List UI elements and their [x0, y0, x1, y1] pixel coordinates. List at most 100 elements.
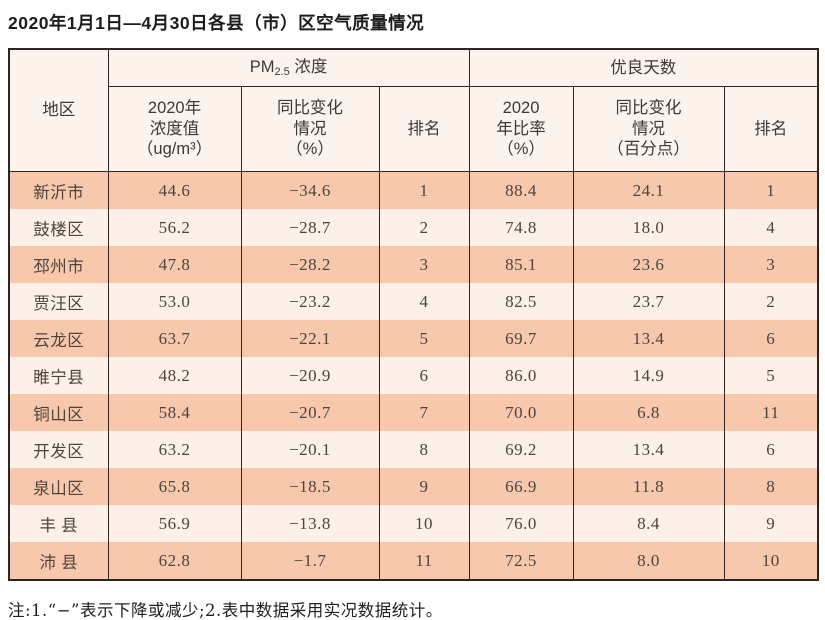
- pm-rank-cell: 2: [378, 209, 470, 246]
- table-row: 云龙区 63.7 −22.1 5 69.7 13.4 6: [8, 320, 819, 357]
- pm-value-cell: 56.9: [107, 505, 242, 542]
- pm-rank-cell: 6: [378, 357, 470, 394]
- pm-change-cell: −20.7: [240, 394, 380, 431]
- region-cell: 睢宁县: [8, 357, 109, 394]
- days-change-cell: 23.7: [572, 283, 725, 320]
- days-change-cell: 23.6: [572, 246, 725, 283]
- pm-change-cell: −18.5: [240, 468, 380, 505]
- days-rank-cell: 5: [723, 357, 819, 394]
- region-cell: 沛 县: [8, 542, 109, 580]
- days-rank-cell: 3: [723, 246, 819, 283]
- pm-change-cell: −20.9: [240, 357, 380, 394]
- days-rate-cell: 69.7: [468, 320, 574, 357]
- pm-rank-cell: 4: [378, 283, 470, 320]
- pm25-suffix: 浓度: [289, 57, 328, 76]
- page-title: 2020年1月1日—4月30日各县（市）区空气质量情况: [8, 13, 425, 33]
- days-rate-cell: 74.8: [468, 209, 574, 246]
- pm-value-cell: 47.8: [107, 246, 242, 283]
- table-row: 泉山区 65.8 −18.5 9 66.9 11.8 8: [8, 468, 819, 505]
- pm-rank-cell: 11: [378, 542, 470, 580]
- pm-rank-cell: 10: [378, 505, 470, 542]
- column-header-days-change: 同比变化 情况 （百分点）: [572, 86, 725, 172]
- table-row: 贾汪区 53.0 −23.2 4 82.5 23.7 2: [8, 283, 819, 320]
- air-quality-table: 地区 PM2.5 浓度 优良天数 2020年 浓度值 （ug/m³） 同比变化 …: [8, 48, 820, 581]
- column-header-pm-rank: 排名: [378, 86, 470, 172]
- days-rank-cell: 9: [723, 505, 819, 542]
- pm-change-cell: −28.7: [240, 209, 380, 246]
- table-row: 沛 县 62.8 −1.7 11 72.5 8.0 10: [8, 542, 819, 580]
- days-change-cell: 18.0: [572, 209, 725, 246]
- table-row: 邳州市 47.8 −28.2 3 85.1 23.6 3: [8, 246, 819, 283]
- days-rate-cell: 86.0: [468, 357, 574, 394]
- region-cell: 鼓楼区: [8, 209, 109, 246]
- pm-value-cell: 44.6: [107, 171, 242, 209]
- column-header-days-rank: 排名: [723, 86, 819, 172]
- pm-value-cell: 65.8: [107, 468, 242, 505]
- table-sub-header-row: 2020年 浓度值 （ug/m³） 同比变化 情况 （%） 排名 2020 年比…: [9, 86, 819, 172]
- pm-rank-cell: 3: [378, 246, 470, 283]
- region-cell: 邳州市: [8, 246, 109, 283]
- pm-change-cell: −23.2: [240, 283, 380, 320]
- days-change-cell: 14.9: [572, 357, 725, 394]
- days-rate-cell: 70.0: [468, 394, 574, 431]
- days-change-cell: 13.4: [572, 431, 725, 468]
- column-header-pm-value: 2020年 浓度值 （ug/m³）: [107, 86, 242, 172]
- days-rank-cell: 6: [723, 431, 819, 468]
- region-cell: 泉山区: [8, 468, 109, 505]
- column-header-days-rate: 2020 年比率 （%）: [468, 86, 574, 172]
- days-rate-cell: 69.2: [468, 431, 574, 468]
- pm-change-cell: −13.8: [240, 505, 380, 542]
- days-rank-cell: 10: [723, 542, 819, 580]
- pm-value-cell: 63.2: [107, 431, 242, 468]
- table-row: 新沂市 44.6 −34.6 1 88.4 24.1 1: [8, 171, 819, 209]
- region-cell: 丰 县: [8, 505, 109, 542]
- days-rank-cell: 8: [723, 468, 819, 505]
- days-rate-cell: 88.4: [468, 171, 574, 209]
- days-rate-cell: 66.9: [468, 468, 574, 505]
- pm-value-cell: 58.4: [107, 394, 242, 431]
- pm-rank-cell: 7: [378, 394, 470, 431]
- days-change-cell: 13.4: [572, 320, 725, 357]
- pm-change-cell: −20.1: [240, 431, 380, 468]
- pm-value-cell: 53.0: [107, 283, 242, 320]
- days-rank-cell: 4: [723, 209, 819, 246]
- days-rate-cell: 82.5: [468, 283, 574, 320]
- days-change-cell: 8.4: [572, 505, 725, 542]
- days-rate-cell: 72.5: [468, 542, 574, 580]
- days-rank-cell: 1: [723, 171, 819, 209]
- days-rank-cell: 11: [723, 394, 819, 431]
- region-cell: 贾汪区: [8, 283, 109, 320]
- days-change-cell: 8.0: [572, 542, 725, 580]
- days-rate-cell: 85.1: [468, 246, 574, 283]
- table-row: 鼓楼区 56.2 −28.7 2 74.8 18.0 4: [8, 209, 819, 246]
- table-group-header-row: 地区 PM2.5 浓度 优良天数: [8, 48, 819, 172]
- days-change-cell: 11.8: [572, 468, 725, 505]
- pm-change-cell: −34.6: [240, 171, 380, 209]
- pm-value-cell: 62.8: [107, 542, 242, 580]
- table-row: 睢宁县 48.2 −20.9 6 86.0 14.9 5: [8, 357, 819, 394]
- footnote: 注:1.“−”表示下降或减少;2.表中数据采用实况数据统计。: [8, 601, 443, 620]
- pm-change-cell: −1.7: [240, 542, 380, 580]
- table-row: 铜山区 58.4 −20.7 7 70.0 6.8 11: [8, 394, 819, 431]
- pm-value-cell: 63.7: [107, 320, 242, 357]
- pm-rank-cell: 5: [378, 320, 470, 357]
- days-rate-cell: 76.0: [468, 505, 574, 542]
- pm-value-cell: 56.2: [107, 209, 242, 246]
- column-header-region: 地区: [8, 48, 109, 172]
- region-cell: 铜山区: [8, 394, 109, 431]
- pm25-subscript: 2.5: [274, 65, 290, 78]
- pm-change-cell: −28.2: [240, 246, 380, 283]
- group-header-good-days: 优良天数: [468, 48, 819, 87]
- table-row: 开发区 63.2 −20.1 8 69.2 13.4 6: [8, 431, 819, 468]
- pm-change-cell: −22.1: [240, 320, 380, 357]
- column-header-pm-change: 同比变化 情况 （%）: [240, 86, 380, 172]
- region-cell: 开发区: [8, 431, 109, 468]
- pm25-label: PM: [249, 57, 275, 76]
- days-rank-cell: 2: [723, 283, 819, 320]
- days-change-cell: 6.8: [572, 394, 725, 431]
- pm-value-cell: 48.2: [107, 357, 242, 394]
- pm-rank-cell: 1: [378, 171, 470, 209]
- group-header-pm25: PM2.5 浓度: [107, 48, 470, 87]
- region-cell: 新沂市: [8, 171, 109, 209]
